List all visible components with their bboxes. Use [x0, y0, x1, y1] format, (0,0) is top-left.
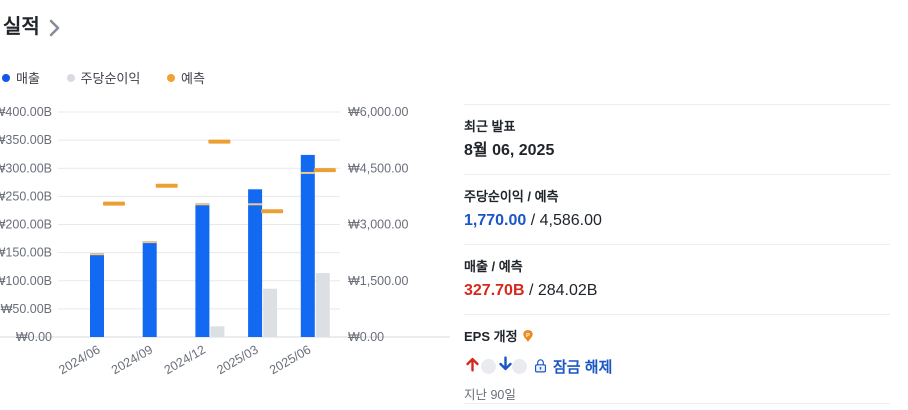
svg-text:₩0.00: ₩0.00: [16, 330, 52, 344]
svg-text:2024/06: 2024/06: [56, 342, 102, 377]
svg-text:₩4,500.00: ₩4,500.00: [348, 161, 409, 175]
svg-text:₩400.00B: ₩400.00B: [0, 105, 52, 119]
svg-text:₩6,000.00: ₩6,000.00: [348, 105, 409, 119]
svg-text:₩250.00B: ₩250.00B: [0, 189, 52, 203]
svg-text:2025/03: 2025/03: [214, 342, 260, 377]
svg-text:2025/06: 2025/06: [267, 342, 313, 377]
svg-text:₩150.00B: ₩150.00B: [0, 246, 52, 260]
svg-text:₩0.00: ₩0.00: [348, 330, 384, 344]
svg-text:2024/12: 2024/12: [162, 342, 208, 377]
svg-text:₩50.00B: ₩50.00B: [1, 302, 52, 316]
svg-text:₩3,000.00: ₩3,000.00: [348, 218, 409, 232]
svg-text:2024/09: 2024/09: [109, 342, 155, 377]
svg-text:₩300.00B: ₩300.00B: [0, 161, 52, 175]
svg-text:₩200.00B: ₩200.00B: [0, 218, 52, 232]
svg-text:₩1,500.00: ₩1,500.00: [348, 274, 409, 288]
svg-text:₩350.00B: ₩350.00B: [0, 133, 52, 147]
svg-text:₩100.00B: ₩100.00B: [0, 274, 52, 288]
svg-text:P: P: [526, 333, 530, 339]
